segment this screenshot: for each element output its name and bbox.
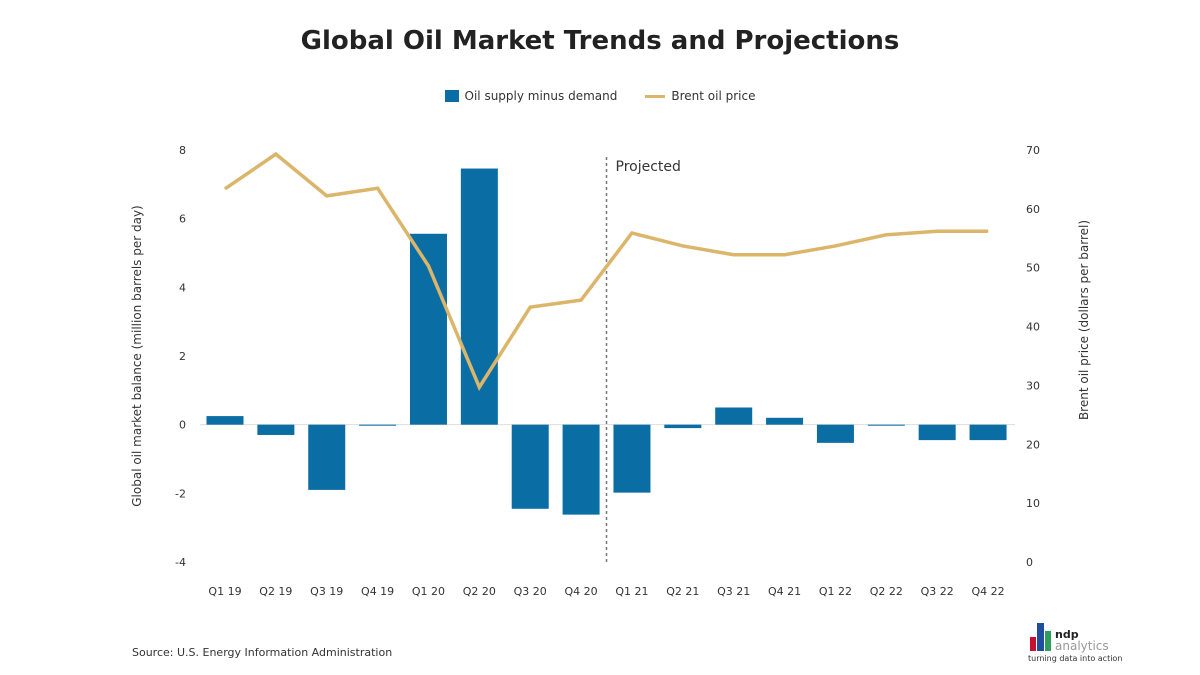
price-point (885, 234, 887, 236)
x-tick-label: Q3 22 (921, 585, 954, 598)
price-point (275, 153, 277, 155)
brent-price-line (224, 151, 989, 391)
legend-bar-swatch (444, 90, 459, 102)
x-tick-label: Q2 19 (259, 585, 292, 598)
legend-label: Oil supply minus demand (464, 89, 618, 103)
svg-text:turning data into action: turning data into action (1028, 654, 1122, 663)
bar-Q3-20 (511, 424, 549, 509)
y2-tick-label: 40 (1026, 321, 1040, 334)
price-point (987, 230, 989, 232)
svg-text:analytics: analytics (1055, 639, 1109, 653)
x-tick-label: Q3 21 (717, 585, 750, 598)
y-tick-label: -2 (175, 487, 186, 500)
y2-tick-label: 50 (1026, 262, 1040, 275)
price-point (733, 254, 735, 256)
y2-tick-label: 60 (1026, 203, 1040, 216)
y-tick-label: 6 (179, 213, 186, 226)
x-tick-label: Q1 20 (412, 585, 445, 598)
y2-tick-label: 10 (1026, 497, 1040, 510)
y2-tick-label: 20 (1026, 438, 1040, 451)
x-tick-label: Q2 22 (870, 585, 903, 598)
x-tick-label: Q3 19 (310, 585, 343, 598)
price-point (427, 265, 429, 267)
y2-axis-label: Brent oil price (dollars per barrel) (1077, 220, 1091, 420)
y2-tick-label: 30 (1026, 379, 1040, 392)
x-tick-label: Q1 22 (819, 585, 852, 598)
y-tick-label: 0 (179, 419, 186, 432)
x-tick-label: Q4 20 (565, 585, 598, 598)
bar-Q1-22 (816, 424, 854, 443)
y-tick-label: 2 (179, 350, 186, 363)
bar-Q2-22 (867, 424, 905, 426)
y-tick-label: -4 (175, 556, 186, 569)
price-point (478, 386, 480, 388)
bar-Q2-21 (664, 424, 702, 429)
x-tick-label: Q3 20 (514, 585, 547, 598)
price-point (529, 306, 531, 308)
x-tick-label: Q4 19 (361, 585, 394, 598)
legend-line-swatch (645, 94, 666, 98)
price-point (936, 230, 938, 232)
price-point (631, 232, 633, 234)
y-tick-label: 8 (179, 144, 186, 157)
price-point (682, 245, 684, 247)
y-axis-label: Global oil market balance (million barre… (130, 205, 144, 507)
bar-Q1-21 (613, 424, 651, 493)
price-point (834, 245, 836, 247)
ndp-analytics-logo: ndp analytics turning data into action (1028, 623, 1122, 663)
bar-Q3-22 (918, 424, 956, 441)
bar-Q3-21 (715, 407, 753, 425)
y-tick-label: 4 (179, 281, 186, 294)
bar-Q4-20 (562, 424, 600, 515)
legend-item-price: Brent oil price (645, 89, 755, 103)
price-point (224, 188, 226, 190)
bar-Q4-21 (766, 417, 804, 425)
price-point (377, 187, 379, 189)
bar-Q2-20 (460, 168, 498, 425)
legend-item-supply: Oil supply minus demand (444, 89, 618, 103)
bar-Q1-20 (409, 233, 447, 425)
price-point (784, 254, 786, 256)
price-point (580, 299, 582, 301)
svg-text:ndp: ndp (1055, 628, 1079, 641)
bar-Q2-19 (257, 424, 295, 435)
bar-Q1-19 (206, 416, 244, 425)
y2-tick-label: 70 (1026, 144, 1040, 157)
y2-tick-label: 0 (1026, 556, 1033, 569)
x-tick-label: Q2 21 (666, 585, 699, 598)
x-tick-label: Q4 21 (768, 585, 801, 598)
chart-title: Global Oil Market Trends and Projections (300, 26, 900, 56)
bar-Q4-22 (969, 424, 1007, 441)
x-tick-label: Q1 21 (615, 585, 648, 598)
x-tick-label: Q4 22 (971, 585, 1004, 598)
price-point (326, 195, 328, 197)
projected-annotation: Projected (616, 159, 681, 175)
legend-label: Brent oil price (671, 89, 756, 103)
x-tick-label: Q2 20 (463, 585, 496, 598)
bar-Q3-19 (308, 424, 346, 490)
x-tick-label: Q1 19 (208, 585, 241, 598)
legend: Oil supply minus demand Brent oil price (0, 89, 1200, 103)
source-note: Source: U.S. Energy Information Administ… (132, 646, 393, 659)
bar-Q4-19 (359, 424, 397, 426)
